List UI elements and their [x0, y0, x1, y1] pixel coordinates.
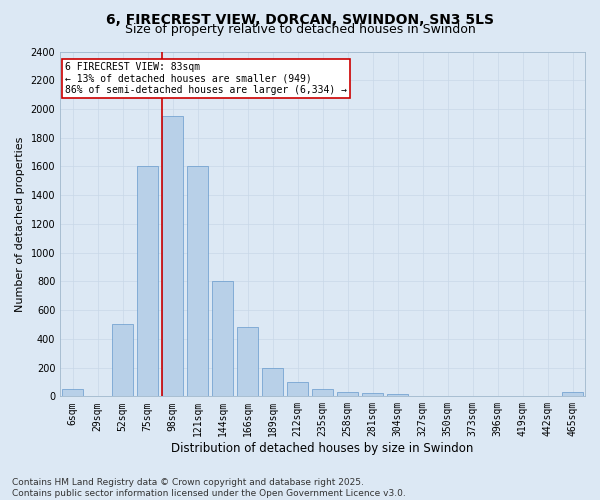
Bar [362, 394, 383, 396]
Text: 6, FIRECREST VIEW, DORCAN, SWINDON, SN3 5LS: 6, FIRECREST VIEW, DORCAN, SWINDON, SN3 … [106, 12, 494, 26]
Bar [212, 282, 233, 397]
Bar [187, 166, 208, 396]
Bar [237, 328, 258, 396]
Bar [562, 392, 583, 396]
Bar [162, 116, 183, 396]
Bar [337, 392, 358, 396]
Text: 6 FIRECREST VIEW: 83sqm
← 13% of detached houses are smaller (949)
86% of semi-d: 6 FIRECREST VIEW: 83sqm ← 13% of detache… [65, 62, 347, 95]
Bar [262, 368, 283, 396]
Y-axis label: Number of detached properties: Number of detached properties [15, 136, 25, 312]
Bar [387, 394, 408, 396]
Bar [287, 382, 308, 396]
Bar [312, 389, 333, 396]
Text: Size of property relative to detached houses in Swindon: Size of property relative to detached ho… [125, 22, 475, 36]
Text: Contains HM Land Registry data © Crown copyright and database right 2025.
Contai: Contains HM Land Registry data © Crown c… [12, 478, 406, 498]
X-axis label: Distribution of detached houses by size in Swindon: Distribution of detached houses by size … [172, 442, 474, 455]
Bar [112, 324, 133, 396]
Bar [137, 166, 158, 396]
Bar [62, 389, 83, 396]
